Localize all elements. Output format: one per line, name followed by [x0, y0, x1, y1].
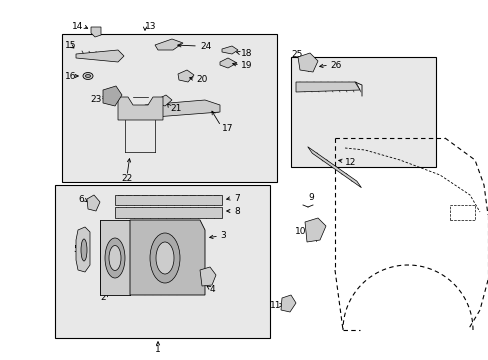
- Bar: [449, 205, 474, 220]
- Text: 1: 1: [155, 346, 161, 355]
- Polygon shape: [145, 100, 220, 117]
- Text: 10: 10: [294, 228, 306, 237]
- Polygon shape: [115, 195, 222, 205]
- Text: 25: 25: [290, 50, 302, 59]
- Polygon shape: [307, 147, 361, 188]
- Text: 18: 18: [241, 49, 252, 58]
- Text: 16: 16: [65, 72, 76, 81]
- Text: 5: 5: [73, 246, 79, 255]
- Polygon shape: [115, 207, 222, 218]
- Polygon shape: [76, 50, 124, 62]
- Polygon shape: [155, 39, 183, 50]
- Text: 9: 9: [307, 193, 313, 202]
- Bar: [62, 34, 276, 182]
- Text: 13: 13: [145, 22, 156, 31]
- Ellipse shape: [150, 233, 180, 283]
- Polygon shape: [76, 227, 90, 272]
- Text: 17: 17: [222, 123, 233, 132]
- Polygon shape: [118, 97, 163, 120]
- Text: 22: 22: [121, 174, 132, 183]
- Ellipse shape: [156, 242, 174, 274]
- Text: 26: 26: [329, 60, 341, 69]
- Polygon shape: [100, 220, 130, 295]
- Polygon shape: [281, 295, 295, 312]
- Polygon shape: [222, 46, 238, 54]
- Bar: [290, 57, 435, 167]
- Text: 12: 12: [345, 158, 356, 166]
- Text: 14: 14: [72, 22, 83, 31]
- Polygon shape: [91, 27, 101, 37]
- Text: 4: 4: [209, 285, 215, 294]
- Polygon shape: [220, 58, 237, 68]
- Polygon shape: [178, 70, 194, 82]
- Ellipse shape: [81, 239, 87, 261]
- Text: 6: 6: [78, 194, 83, 203]
- Bar: [55, 185, 269, 338]
- Polygon shape: [305, 218, 325, 242]
- Text: 8: 8: [234, 207, 239, 216]
- Text: 19: 19: [241, 60, 252, 69]
- Text: 24: 24: [200, 41, 211, 50]
- Polygon shape: [297, 53, 317, 72]
- Polygon shape: [130, 220, 204, 295]
- Polygon shape: [87, 195, 100, 211]
- Ellipse shape: [105, 238, 125, 278]
- Text: 2: 2: [100, 292, 105, 302]
- Polygon shape: [157, 95, 172, 106]
- Text: 11: 11: [269, 301, 281, 310]
- Text: 7: 7: [234, 194, 239, 202]
- Ellipse shape: [83, 72, 93, 80]
- Text: 15: 15: [65, 41, 76, 50]
- Polygon shape: [295, 82, 359, 92]
- Text: 3: 3: [220, 230, 225, 239]
- Polygon shape: [103, 86, 122, 106]
- Polygon shape: [200, 267, 216, 286]
- Text: 21: 21: [170, 104, 181, 112]
- Ellipse shape: [85, 75, 90, 77]
- Ellipse shape: [109, 246, 121, 270]
- Text: 23: 23: [90, 95, 101, 104]
- Text: 20: 20: [196, 75, 207, 84]
